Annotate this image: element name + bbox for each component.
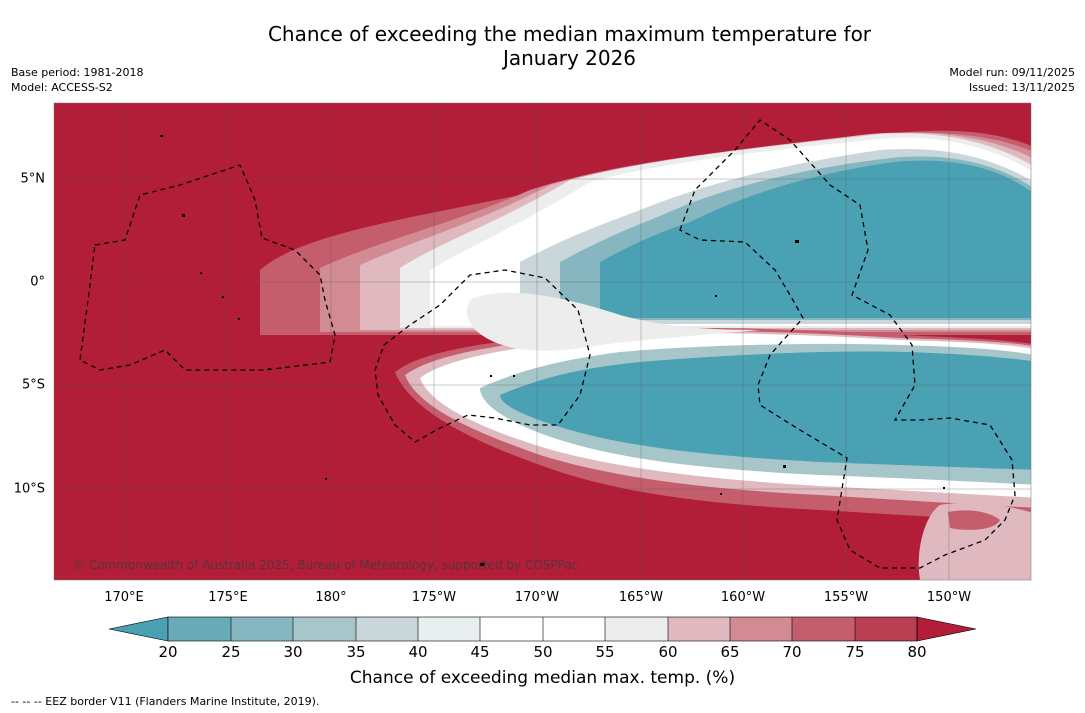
southern-cool-band [395,327,1031,520]
lon-tick-170e: 170°E [104,590,144,605]
colorbar-tick-25: 25 [221,643,241,661]
colorbar-cell-25-30 [231,617,293,641]
lon-tick-170w: 170°W [514,590,560,605]
southeast-warm-core [948,510,1000,530]
colorbar-label: Chance of exceeding median max. temp. (%… [349,668,736,688]
model-text: Model: ACCESS-S2 [11,81,113,94]
southeast-warm-patch [918,503,1031,580]
colorbar-cell-40-45 [418,617,480,641]
colorbar-tick-30: 30 [283,643,303,661]
colorbar-tick-45: 45 [470,643,490,661]
colorbar-cell-70-75 [792,617,855,641]
colorbar-cell-20-25 [168,617,231,641]
eez-legend-note: -- -- -- EEZ border V11 (Flanders Marine… [11,695,320,708]
lat-tick-5s: 5°S [21,377,45,393]
lon-tick-150w: 150°W [926,590,972,605]
gridlines [54,103,1031,580]
colorbar-cell-60-65 [668,617,730,641]
copyright-notice: © Commonwealth of Australia 2025, Bureau… [73,558,579,572]
eez-borders [79,119,1016,569]
lat-tick-5n: 5°N [20,171,46,187]
colorbar-tick-35: 35 [346,643,366,661]
base-period-text: Base period: 1981-2018 [11,66,144,79]
colorbar-cell-35-40 [356,617,418,641]
lon-tick-175e: 175°E [208,590,248,605]
model-run-text: Model run: 09/11/2025 [949,66,1075,79]
colorbar-min-arrow [108,616,169,642]
colorbar-tick-55: 55 [595,643,615,661]
lat-tick-10s: 10°S [13,481,45,497]
colorbar-tick-60: 60 [658,643,678,661]
title-line-2: January 2026 [502,46,637,70]
colorbar-cell-75-80 [855,617,917,641]
lon-tick-180: 180° [315,590,347,605]
lat-tick-0: 0° [30,274,45,290]
colorbar-tick-40: 40 [408,643,428,661]
colorbar-tick-65: 65 [720,643,740,661]
colorbar-cell-65-70 [730,617,792,641]
equatorial-neutral-wedge [466,292,760,351]
lon-tick-175w: 175°W [411,590,457,605]
colorbar-cell-45-50 [480,617,543,641]
meta-right: Model run: 09/11/2025 Issued: 13/11/2025 [949,65,1075,95]
colorbar [108,616,977,642]
colorbar-tick-75: 75 [845,643,865,661]
map-frame [53,102,1032,581]
colorbar-tick-70: 70 [782,643,802,661]
meta-left: Base period: 1981-2018 Model: ACCESS-S2 [11,65,143,95]
map-plot-area [54,103,1031,580]
colorbar-cell-50-55 [543,617,605,641]
islands [160,135,945,566]
colorbar-max-arrow [916,616,977,642]
colorbar-cell-30-35 [293,617,356,641]
title-line-1: Chance of exceeding the median maximum t… [267,22,872,46]
colorbar-tick-50: 50 [533,643,553,661]
lon-tick-165w: 165°W [618,590,664,605]
chart-title: Chance of exceeding the median maximum t… [0,22,1085,70]
issued-text: Issued: 13/11/2025 [968,81,1075,94]
colorbar-tick-20: 20 [158,643,178,661]
lon-tick-155w: 155°W [823,590,869,605]
colorbar-cell-55-60 [605,617,668,641]
colorbar-tick-80: 80 [907,643,927,661]
lon-tick-160w: 160°W [720,590,766,605]
